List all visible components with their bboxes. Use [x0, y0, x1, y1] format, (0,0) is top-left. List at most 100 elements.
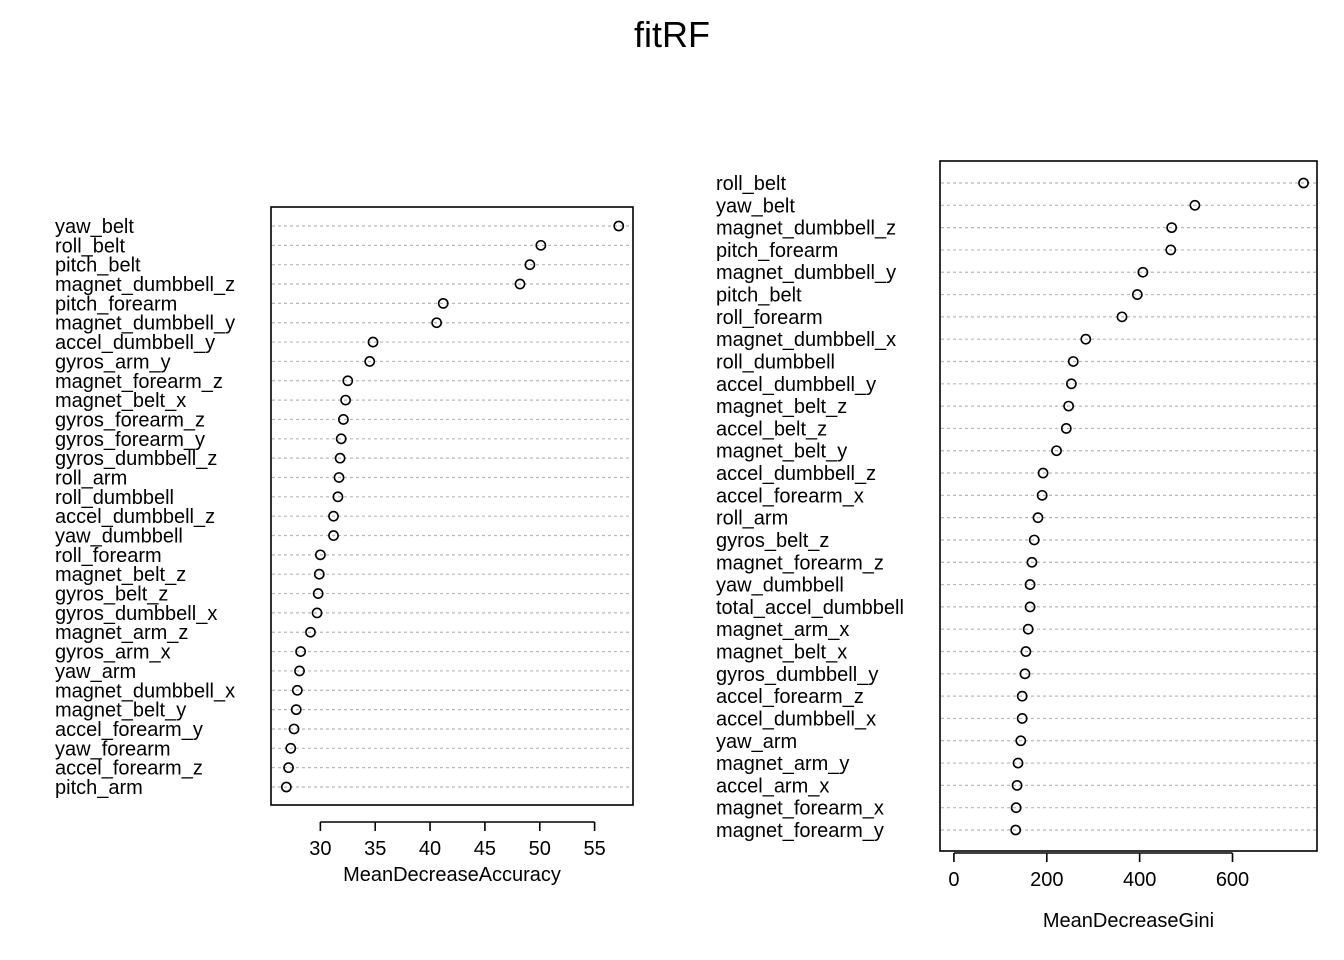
category-label: magnet_dumbbell_x [55, 680, 235, 702]
data-point [334, 452, 346, 464]
data-point [1189, 199, 1201, 211]
category-label: roll_dumbbell [716, 351, 835, 373]
data-point [1024, 601, 1036, 613]
category-label: accel_forearm_x [716, 485, 864, 507]
category-label: magnet_arm_x [716, 619, 849, 641]
data-point [1166, 222, 1178, 234]
x-tick-label: 30 [309, 838, 331, 860]
category-label: roll_forearm [55, 545, 162, 567]
data-point [1032, 512, 1044, 524]
category-label: magnet_belt_z [55, 564, 186, 586]
data-point [312, 588, 324, 599]
data-point [1298, 177, 1309, 189]
category-label: accel_dumbbell_y [55, 332, 215, 354]
category-label: roll_arm [55, 467, 127, 489]
category-label: magnet_forearm_z [716, 552, 884, 574]
data-point [328, 510, 339, 522]
data-point [314, 549, 326, 561]
data-point [294, 665, 305, 677]
data-point [524, 259, 536, 271]
category-label: yaw_arm [716, 731, 797, 753]
data-point [1131, 289, 1143, 300]
data-point [285, 742, 297, 754]
category-label: pitch_belt [55, 255, 141, 277]
category-label: roll_belt [716, 173, 786, 195]
data-point [305, 626, 316, 638]
data-point [290, 704, 302, 716]
data-point [1165, 244, 1177, 256]
data-point [431, 317, 443, 329]
data-point [1011, 779, 1023, 791]
data-point [328, 530, 339, 541]
category-label: yaw_dumbbell [55, 526, 183, 548]
category-label: roll_arm [716, 508, 788, 530]
data-point [1010, 802, 1022, 814]
data-point [514, 278, 526, 290]
data-point [337, 414, 349, 425]
x-tick-label: 45 [474, 838, 496, 860]
category-label: gyros_forearm_z [55, 409, 205, 431]
x-axis-title: MeanDecreaseGini [1043, 910, 1214, 932]
category-label: magnet_dumbbell_x [716, 329, 896, 351]
category-label: magnet_forearm_z [55, 371, 223, 393]
category-label: accel_dumbbell_z [55, 506, 215, 528]
data-point [1137, 266, 1149, 278]
data-point [535, 239, 547, 251]
data-point [1022, 623, 1034, 635]
category-label: accel_forearm_z [55, 758, 203, 780]
category-label: accel_arm_x [716, 775, 829, 797]
data-point [1010, 824, 1022, 836]
data-point [1067, 356, 1079, 367]
x-tick-label: 0 [948, 869, 959, 891]
data-point [1051, 445, 1062, 457]
category-label: pitch_belt [716, 285, 802, 307]
category-label: magnet_dumbbell_z [55, 274, 235, 296]
data-point [364, 356, 376, 367]
category-label: yaw_belt [55, 216, 134, 238]
category-label: yaw_forearm [55, 738, 171, 760]
data-point [1015, 735, 1027, 747]
category-label: accel_dumbbell_x [716, 708, 876, 730]
category-label: magnet_belt_x [55, 390, 186, 412]
data-point [280, 781, 292, 793]
figure-title: fitRF [634, 14, 710, 55]
category-label: total_accel_dumbbell [716, 597, 904, 619]
category-label: gyros_arm_y [55, 351, 171, 373]
category-label: gyros_arm_x [55, 642, 171, 664]
data-point [1037, 467, 1049, 479]
category-label: accel_forearm_y [55, 719, 203, 741]
category-label: magnet_belt_y [55, 700, 186, 722]
category-label: yaw_dumbbell [716, 575, 844, 597]
data-point [1020, 646, 1032, 657]
data-point [333, 472, 345, 483]
category-label: magnet_belt_x [716, 642, 847, 664]
x-tick-label: 55 [583, 838, 605, 860]
category-label: accel_forearm_z [716, 686, 864, 708]
accuracy-panel: yaw_beltroll_beltpitch_beltmagnet_dumbbe… [55, 206, 634, 886]
x-tick-label: 200 [1030, 869, 1063, 891]
category-label: yaw_arm [55, 661, 136, 683]
category-label: magnet_dumbbell_y [716, 262, 896, 284]
data-point [437, 297, 449, 309]
data-point [1012, 757, 1024, 769]
category-label: gyros_dumbbell_x [55, 603, 217, 625]
category-label: magnet_forearm_y [716, 820, 884, 842]
x-tick-label: 40 [419, 838, 441, 860]
category-label: magnet_arm_y [716, 753, 849, 775]
x-axis-title: MeanDecreaseAccuracy [343, 864, 561, 886]
category-label: magnet_dumbbell_y [55, 313, 235, 335]
data-point [311, 607, 323, 619]
data-point [1116, 311, 1128, 323]
data-point [1060, 423, 1072, 434]
data-point [340, 394, 351, 406]
data-point [288, 723, 300, 735]
category-label: magnet_dumbbell_z [716, 218, 896, 240]
data-point [291, 684, 303, 696]
category-label: gyros_dumbbell_z [55, 448, 217, 470]
category-label: accel_dumbbell_y [716, 374, 876, 396]
x-tick-label: 600 [1216, 869, 1249, 891]
category-label: yaw_belt [716, 195, 795, 217]
data-point [1080, 333, 1092, 345]
